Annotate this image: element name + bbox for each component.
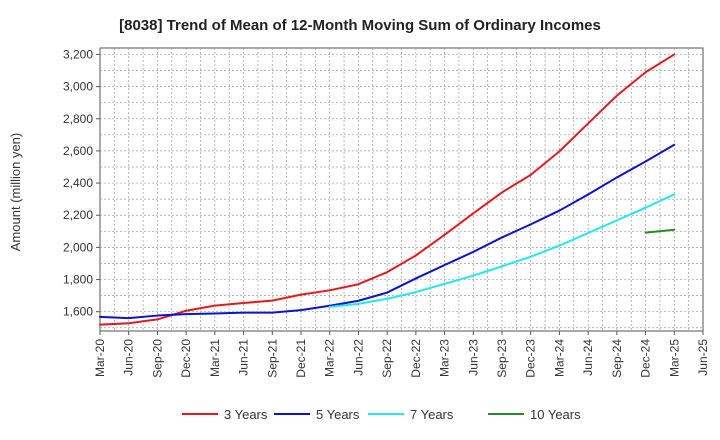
y-tick-label: 2,000 (63, 240, 93, 254)
y-tick-label: 3,000 (63, 80, 93, 94)
y-axis-label: Amount (million yen) (8, 133, 23, 252)
y-tick-label: 2,800 (63, 112, 93, 126)
y-tick-label: 1,600 (63, 305, 93, 319)
x-tick-label: Mar-22 (323, 339, 337, 377)
y-tick-label: 1,800 (63, 273, 93, 287)
series-line-5-years (99, 143, 676, 320)
series-line-10-years (644, 228, 676, 234)
legend-label-3-years: 3 Years (224, 407, 268, 422)
x-tick-label: Jun-24 (581, 339, 595, 376)
x-tick-label: Sep-21 (265, 339, 279, 378)
x-tick-label: Jun-20 (122, 339, 136, 376)
y-tick-label: 3,200 (63, 47, 93, 61)
x-tick-label: Sep-20 (150, 339, 164, 378)
chart-title: [8038] Trend of Mean of 12-Month Moving … (119, 17, 601, 34)
x-tick-label: Jun-21 (237, 339, 251, 376)
y-axis: 1,600 1,800 2,000 2,200 2,400 2,600 2,800 3,000… (63, 47, 100, 319)
x-tick-label: Dec-24 (639, 339, 653, 378)
series-layer (99, 53, 676, 326)
y-tick-label: 2,600 (63, 144, 93, 158)
y-tick-label: 2,200 (63, 208, 93, 222)
y-tick-label: 2,400 (63, 176, 93, 190)
x-tick-label: Jun-25 (696, 339, 710, 376)
x-tick-label: Sep-23 (495, 339, 509, 378)
legend: 3 Years 5 Years 7 Years 10 Years (182, 407, 581, 422)
x-tick-label: Mar-21 (208, 339, 222, 377)
x-tick-label: Mar-23 (438, 339, 452, 377)
x-tick-label: Jun-22 (351, 339, 365, 376)
grid-layer (100, 48, 703, 331)
x-tick-label: Jun-23 (466, 339, 480, 376)
x-tick-label: Dec-21 (294, 339, 308, 378)
series-line-3-years (99, 53, 676, 326)
x-tick-label: Mar-25 (667, 339, 681, 377)
legend-label-5-years: 5 Years (316, 407, 360, 422)
x-tick-label: Mar-20 (93, 339, 107, 377)
x-tick-label: Dec-22 (409, 339, 423, 378)
x-tick-label: Dec-23 (524, 339, 538, 378)
legend-label-7-years: 7 Years (410, 407, 454, 422)
legend-label-10-years: 10 Years (530, 407, 581, 422)
x-tick-label: Sep-24 (610, 339, 624, 378)
x-tick-label: Dec-20 (179, 339, 193, 378)
x-axis: Mar-20 Jun-20 Sep-20 Dec-20 Mar-21 Jun-21 Sep-… (93, 331, 710, 378)
x-tick-label: Mar-24 (552, 339, 566, 377)
series-line-7-years (328, 193, 676, 308)
x-tick-label: Sep-22 (380, 339, 394, 378)
